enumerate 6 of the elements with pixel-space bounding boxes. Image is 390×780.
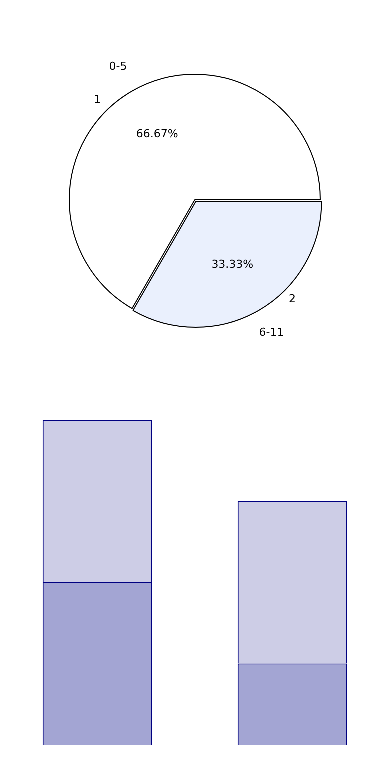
text: 2: [288, 292, 296, 306]
data-label: 66.67%: [136, 128, 178, 141]
text: 1: [94, 93, 102, 106]
slice-label: 0-5: [109, 60, 128, 73]
data-label: 33.33%: [212, 258, 254, 272]
slice-label: 6-11: [259, 326, 284, 339]
